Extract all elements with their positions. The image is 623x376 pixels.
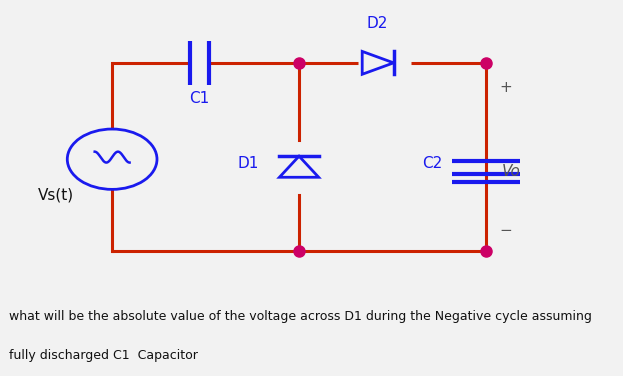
Text: what will be the absolute value of the voltage across D1 during the Negative cyc: what will be the absolute value of the v… (9, 310, 592, 323)
Text: C2: C2 (422, 156, 442, 171)
Text: D2: D2 (366, 17, 388, 32)
Text: −: − (500, 223, 512, 238)
Text: C1: C1 (189, 91, 209, 106)
Text: Vo: Vo (502, 164, 520, 179)
Text: Vs(t): Vs(t) (37, 187, 74, 202)
Text: +: + (500, 80, 512, 96)
Text: D1: D1 (237, 156, 259, 171)
Text: fully discharged C1  Capacitor: fully discharged C1 Capacitor (9, 349, 198, 362)
